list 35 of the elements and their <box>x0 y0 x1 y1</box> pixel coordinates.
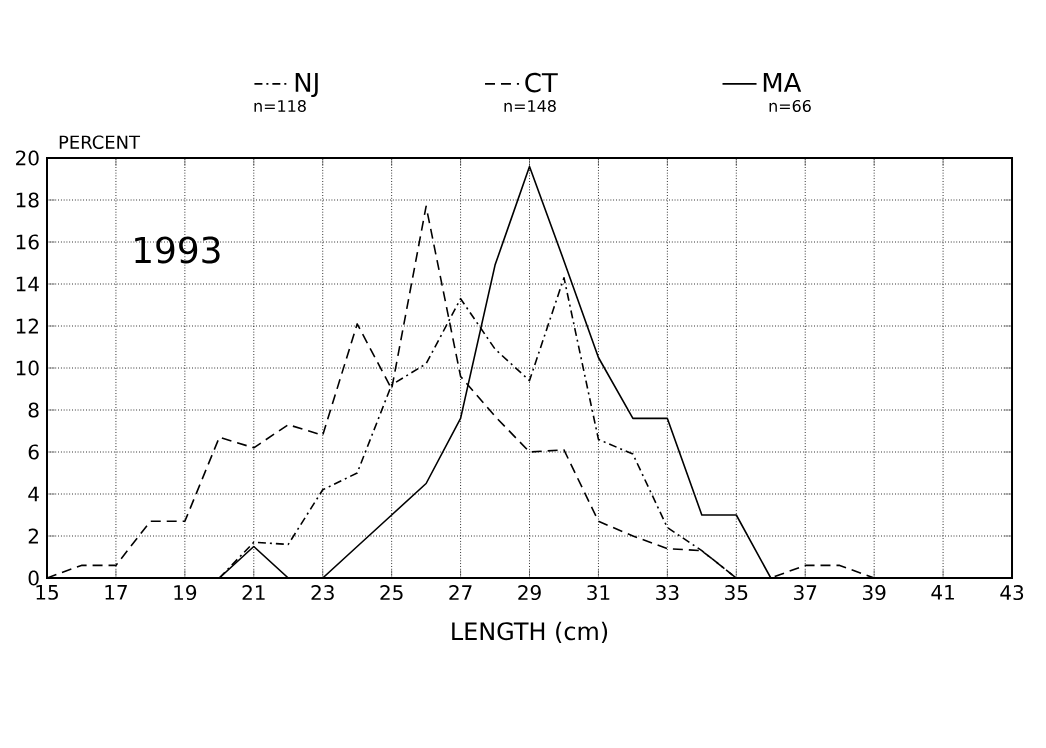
x-tick-label: 37 <box>794 585 817 601</box>
x-tick-label: 23 <box>311 585 334 601</box>
x-tick-label: 21 <box>242 585 265 600</box>
x-tick-label: 29 <box>518 585 541 601</box>
x-tick-label: 35 <box>725 585 748 601</box>
y-tick-label: 16 <box>16 234 39 250</box>
y-axis-title: PERCENT <box>59 135 141 149</box>
text: n=66 <box>769 99 811 113</box>
y-tick-label: 20 <box>16 150 39 166</box>
x-tick-label: 25 <box>380 585 403 601</box>
y-tick-label: 14 <box>16 276 39 292</box>
legend-label: NJ <box>295 73 318 98</box>
x-tick-label: 19 <box>174 585 197 601</box>
y-tick-label: 4 <box>28 486 39 502</box>
x-tick-label: 41 <box>931 585 954 600</box>
x-axis-title: LENGTH (cm) <box>452 621 608 644</box>
y-tick-label: 6 <box>28 444 39 460</box>
annotation: 1993 <box>135 236 220 264</box>
x-tick-label: 27 <box>449 585 472 600</box>
text: n=118 <box>254 99 306 113</box>
y-tick-label: 0 <box>28 570 39 586</box>
x-tick-label: 33 <box>656 585 679 601</box>
y-tick-label: 18 <box>16 192 39 208</box>
text: n=148 <box>504 99 556 113</box>
x-tick-label: 39 <box>863 585 886 601</box>
legend-label: CT <box>525 72 558 93</box>
y-tick-label: 8 <box>28 402 39 418</box>
legend-label: MA <box>763 73 802 92</box>
x-tick-label: 43 <box>1000 585 1024 601</box>
y-tick-label: 2 <box>28 528 38 544</box>
x-tick-label: 31 <box>587 585 610 601</box>
y-tick-label: 12 <box>16 318 38 334</box>
y-tick-label: 10 <box>16 360 39 376</box>
x-tick-label: 17 <box>105 585 127 600</box>
x-tick-label: 15 <box>36 585 58 600</box>
